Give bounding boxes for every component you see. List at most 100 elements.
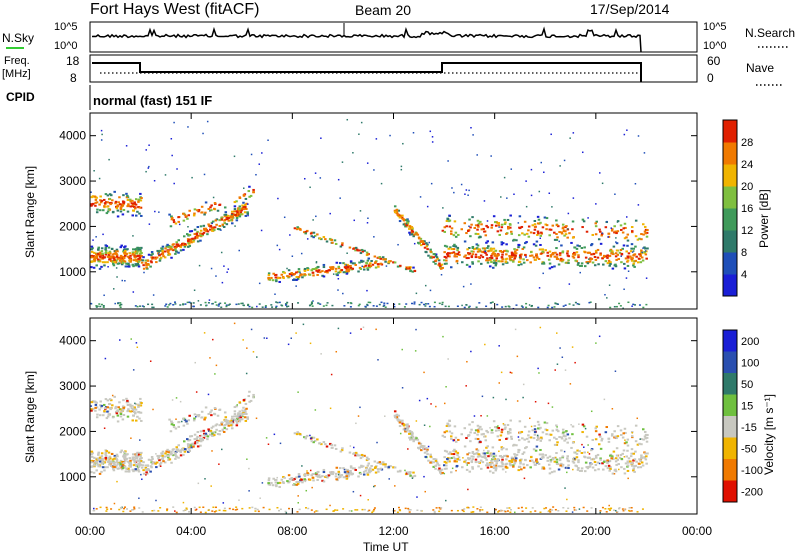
velocity-noise (121, 506, 123, 509)
power-echo (501, 253, 504, 256)
power-ground-echo (349, 302, 352, 304)
power-echo (246, 211, 249, 214)
power-noise (518, 256, 521, 259)
velocity-echo (443, 449, 447, 452)
power-echo (642, 223, 645, 226)
power-echo (573, 246, 576, 249)
velocity-echo (505, 462, 508, 465)
power-echo (367, 257, 371, 260)
velocity-echo (536, 438, 539, 441)
power-echo (469, 226, 472, 229)
power-echo (454, 235, 458, 238)
power-echo (120, 260, 124, 263)
velocity-echo (129, 405, 132, 408)
power-echo (108, 250, 112, 253)
velocity-noise (349, 332, 352, 334)
velocity-echo (95, 461, 99, 464)
power-echo (216, 209, 220, 212)
power-echo (204, 211, 207, 214)
velocity-echo (365, 456, 369, 459)
velocity-noise (404, 469, 406, 472)
velocity-echo (501, 458, 504, 461)
power-noise (375, 138, 378, 140)
velocity-echo (645, 436, 649, 439)
velocity-echo (580, 451, 584, 454)
power-echo (384, 258, 387, 261)
velocity-echo (358, 471, 362, 474)
power-ground-echo (270, 304, 273, 306)
velocity-ground-echo (433, 510, 436, 513)
power-ground-echo (211, 302, 214, 305)
velocity-echo (99, 406, 103, 409)
power-echo (101, 256, 105, 259)
power-echo (644, 247, 647, 250)
y-tick-label: 4000 (59, 129, 86, 143)
velocity-echo (527, 430, 531, 433)
power-echo (621, 231, 625, 234)
power-noise (623, 288, 625, 291)
power-echo (643, 251, 646, 254)
velocity-echo (452, 456, 456, 459)
power-echo (496, 230, 500, 233)
power-noise (558, 240, 560, 243)
power-noise (569, 137, 571, 139)
power-ground-echo (258, 303, 261, 305)
power-echo (508, 256, 512, 259)
power-echo (487, 245, 490, 248)
power-echo (566, 250, 569, 253)
velocity-noise (516, 400, 519, 402)
power-noise (209, 210, 211, 212)
power-echo (395, 208, 399, 211)
power-echo (536, 215, 540, 218)
velocity-ground-echo (232, 508, 235, 511)
velocity-echo (293, 477, 297, 480)
velocity-echo (137, 470, 141, 473)
power-ground-echo (358, 303, 361, 306)
velocity-noise (588, 453, 591, 455)
power-echo (573, 253, 577, 256)
velocity-ground-echo (159, 507, 162, 509)
velocity-echo (494, 464, 498, 467)
velocity-echo (630, 452, 633, 455)
velocity-echo (115, 460, 119, 463)
velocity-noise (297, 391, 299, 393)
velocity-echo (167, 451, 170, 454)
velocity-echo (537, 462, 541, 465)
power-echo (329, 266, 332, 269)
velocity-echo (524, 447, 527, 450)
velocity-echo (410, 438, 414, 441)
power-echo (577, 254, 580, 257)
power-echo (384, 260, 387, 263)
velocity-echo (113, 457, 116, 460)
velocity-ground-echo (438, 506, 441, 509)
velocity-echo (252, 393, 255, 396)
velocity-noise (250, 328, 253, 331)
power-echo (598, 228, 601, 231)
velocity-ground-echo (621, 508, 624, 510)
power-echo (245, 202, 248, 205)
power-echo (188, 244, 192, 247)
power-ground-echo (520, 305, 523, 307)
velocity-echo (453, 460, 457, 463)
velocity-noise (529, 417, 531, 420)
power-noise (373, 236, 375, 238)
velocity-ground-echo (616, 511, 619, 513)
power-echo (514, 256, 517, 259)
power-echo (115, 248, 119, 251)
velocity-noise (360, 328, 362, 330)
power-echo (231, 216, 235, 219)
power-echo (614, 255, 618, 258)
power-echo (142, 264, 145, 267)
velocity-echo (325, 475, 328, 478)
power-echo (584, 251, 587, 254)
velocity-echo (298, 433, 302, 436)
power-ground-echo (147, 303, 150, 306)
power-ground-echo (100, 303, 103, 306)
power-echo (539, 234, 543, 237)
velocity-echo (521, 437, 524, 440)
power-echo (595, 251, 598, 254)
velocity-echo (620, 433, 623, 436)
velocity-echo (128, 464, 131, 467)
power-echo (475, 243, 479, 246)
power-echo (453, 220, 457, 223)
